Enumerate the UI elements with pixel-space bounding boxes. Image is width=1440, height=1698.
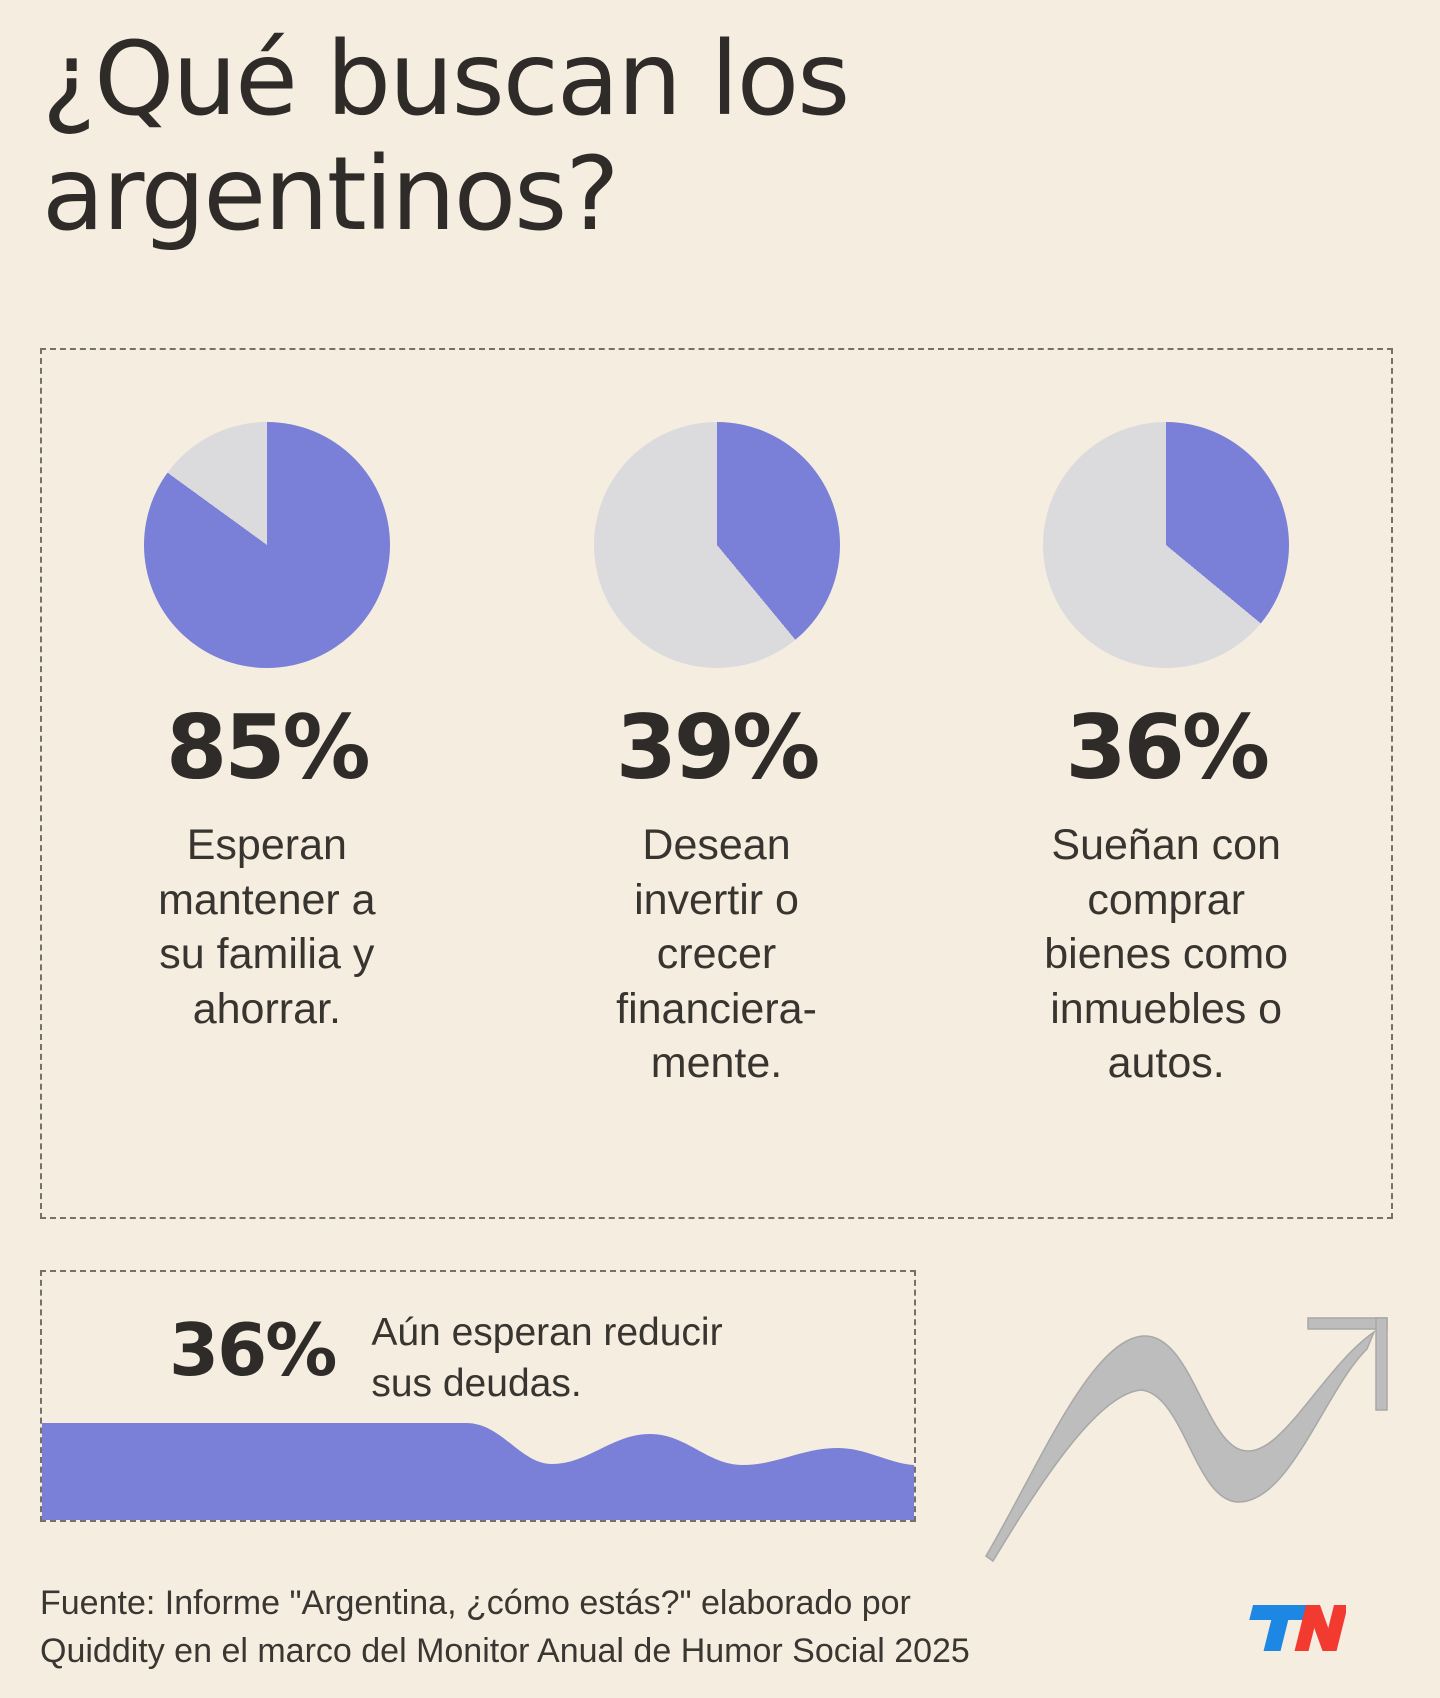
- debt-stat-row: 36% Aún esperan reducir sus deudas.: [169, 1308, 723, 1409]
- stat-column-buy-assets: 36% Sueñan con comprar bienes como inmue…: [941, 350, 1391, 1217]
- stat-caption-invest-grow: Desean invertir o crecer financiera- men…: [616, 821, 817, 1088]
- pie-chart-85: [143, 422, 390, 668]
- trend-arrow-icon: [985, 1317, 1388, 1563]
- source-credit: Fuente: Informe "Argentina, ¿cómo estás?…: [40, 1584, 970, 1670]
- debt-wave-area: [42, 1423, 914, 1520]
- stat-caption-family-savings: Esperan mantener a su familia y ahorrar.: [158, 821, 376, 1033]
- debt-stat-panel: 36% Aún esperan reducir sus deudas.: [40, 1270, 916, 1522]
- page-title: ¿Qué buscan los argentinos?: [42, 20, 850, 255]
- tn-logo-letter-n: [1294, 1605, 1346, 1651]
- tn-logo-letter-t: [1249, 1605, 1314, 1651]
- stat-percent-36: 36%: [1065, 696, 1270, 799]
- stat-caption-buy-assets: Sueñan con comprar bienes como inmuebles…: [1044, 821, 1289, 1088]
- pie-chart-39: [593, 422, 840, 668]
- stat-percent-39: 39%: [615, 696, 821, 799]
- stat-column-family-savings: 85% Esperan mantener a su familia y ahor…: [42, 350, 492, 1217]
- pie-stats-panel: 85% Esperan mantener a su familia y ahor…: [40, 348, 1393, 1219]
- stat-percent-85: 85%: [166, 696, 371, 799]
- tn-logo: [1249, 1605, 1346, 1651]
- pie-chart-36: [1043, 422, 1290, 668]
- debt-percent-36: 36%: [169, 1308, 337, 1392]
- debt-label: Aún esperan reducir sus deudas.: [371, 1311, 723, 1405]
- stat-column-invest-grow: 39% Desean invertir o crecer financiera-…: [492, 350, 942, 1217]
